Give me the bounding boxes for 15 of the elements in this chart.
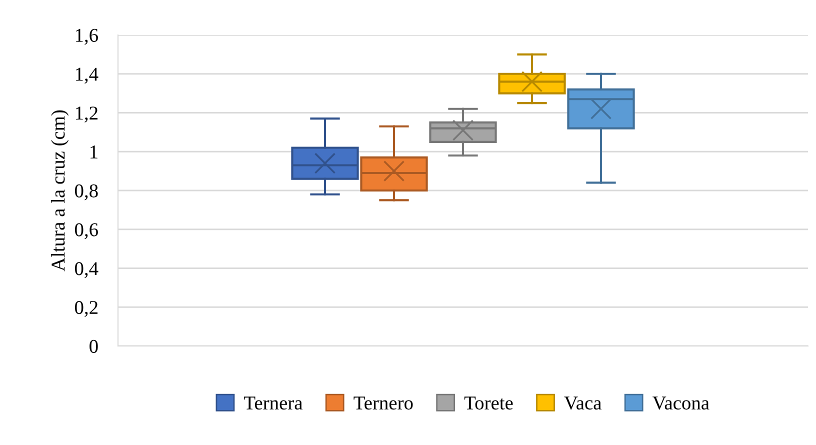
y-axis-title: Altura a la cruz (cm) [51,110,69,272]
y-tick-label: 0,4 [74,262,98,278]
legend-label: Vaca [564,396,602,410]
y-tick-label: 0,8 [74,184,98,200]
y-tick-label: 0,6 [74,223,98,240]
y-tick-label: 1,4 [76,68,98,84]
y-tick-label: 1,6 [76,28,98,45]
legend-label: Vacona [652,396,710,410]
legend-label: Ternera [244,396,303,410]
legend-label: Ternero [354,396,413,410]
y-tick-label: 0 [90,340,98,353]
y-tick-label: 1 [90,146,98,158]
y-tick-label: 1,2 [76,106,98,122]
legend-label: Torete [464,396,513,410]
y-tick-label: 0,2 [74,300,98,317]
